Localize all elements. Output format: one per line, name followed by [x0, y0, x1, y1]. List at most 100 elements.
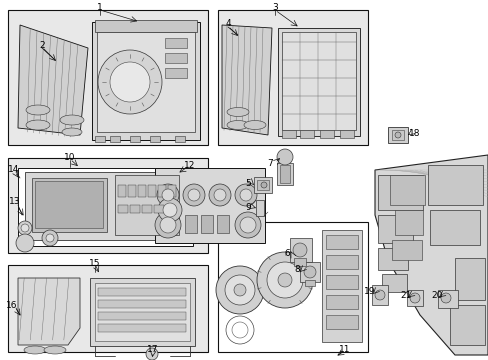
Ellipse shape — [158, 198, 182, 222]
Bar — [18, 168, 193, 246]
Text: 21: 21 — [400, 291, 411, 300]
Ellipse shape — [110, 62, 150, 102]
Ellipse shape — [18, 221, 32, 235]
Ellipse shape — [21, 224, 29, 232]
Bar — [377, 248, 407, 270]
Text: 5: 5 — [244, 179, 250, 188]
Ellipse shape — [16, 234, 34, 252]
Bar — [371, 285, 387, 305]
Ellipse shape — [183, 184, 204, 206]
Ellipse shape — [60, 115, 84, 125]
Bar — [218, 10, 367, 145]
Ellipse shape — [276, 149, 292, 165]
Text: 18: 18 — [408, 129, 420, 138]
Ellipse shape — [44, 346, 66, 354]
Bar — [257, 180, 268, 190]
Ellipse shape — [155, 212, 181, 238]
Bar — [325, 275, 357, 289]
Ellipse shape — [440, 293, 450, 303]
Bar — [276, 163, 292, 185]
Bar — [98, 300, 185, 308]
Bar — [115, 175, 179, 235]
Bar — [299, 262, 319, 282]
Bar — [118, 205, 128, 213]
Ellipse shape — [257, 252, 312, 308]
Bar — [325, 295, 357, 309]
Bar — [118, 185, 126, 197]
Bar — [164, 68, 186, 78]
Ellipse shape — [374, 290, 384, 300]
Bar — [95, 136, 105, 142]
Ellipse shape — [146, 348, 158, 360]
Bar — [406, 290, 422, 306]
Ellipse shape — [394, 132, 400, 138]
Ellipse shape — [24, 346, 46, 354]
Ellipse shape — [216, 266, 264, 314]
Bar — [429, 210, 479, 245]
Polygon shape — [18, 278, 80, 345]
Bar — [98, 324, 185, 332]
Bar — [391, 240, 421, 260]
Bar — [25, 172, 184, 240]
Ellipse shape — [187, 189, 200, 201]
Bar — [449, 305, 484, 345]
Bar — [325, 235, 357, 249]
Text: 9: 9 — [244, 202, 250, 211]
Bar — [389, 175, 424, 205]
Bar — [158, 185, 165, 197]
Text: 13: 13 — [9, 198, 20, 207]
Bar — [278, 28, 359, 136]
Ellipse shape — [261, 182, 266, 188]
Bar — [168, 185, 176, 197]
Bar — [130, 136, 140, 142]
Text: 11: 11 — [339, 346, 350, 355]
Ellipse shape — [292, 243, 306, 257]
Ellipse shape — [226, 108, 248, 117]
Bar — [280, 165, 289, 183]
Polygon shape — [374, 155, 487, 355]
Bar — [175, 136, 184, 142]
Bar — [8, 158, 207, 253]
Polygon shape — [222, 25, 271, 135]
Text: 19: 19 — [364, 288, 375, 297]
Ellipse shape — [235, 184, 257, 206]
Ellipse shape — [224, 275, 254, 305]
Text: 1: 1 — [97, 3, 102, 12]
Bar — [253, 177, 271, 193]
Text: 16: 16 — [6, 301, 18, 310]
Bar — [321, 230, 361, 342]
Bar — [164, 38, 186, 48]
Bar — [454, 258, 484, 300]
Bar — [130, 205, 140, 213]
Bar — [387, 127, 407, 143]
Bar — [184, 215, 197, 233]
Bar — [128, 185, 136, 197]
Text: 6: 6 — [284, 249, 289, 258]
Bar — [150, 136, 160, 142]
Text: 17: 17 — [147, 346, 159, 355]
Bar — [142, 205, 152, 213]
Ellipse shape — [214, 189, 225, 201]
Text: 4: 4 — [225, 19, 230, 28]
Bar — [98, 312, 185, 320]
Text: 12: 12 — [184, 161, 195, 170]
Bar — [201, 215, 213, 233]
Bar — [217, 215, 228, 233]
Ellipse shape — [98, 50, 162, 114]
Bar — [110, 136, 120, 142]
Bar — [218, 222, 367, 352]
Bar — [377, 215, 412, 243]
Bar — [90, 278, 195, 346]
Text: 3: 3 — [271, 3, 277, 12]
Bar — [437, 290, 457, 308]
Text: 20: 20 — [430, 291, 442, 300]
Text: 14: 14 — [8, 166, 20, 175]
Bar — [325, 315, 357, 329]
Ellipse shape — [42, 230, 58, 246]
Ellipse shape — [278, 273, 291, 287]
Polygon shape — [18, 25, 88, 135]
Ellipse shape — [62, 128, 82, 136]
Bar — [305, 280, 314, 286]
Ellipse shape — [208, 184, 230, 206]
Ellipse shape — [244, 121, 265, 130]
